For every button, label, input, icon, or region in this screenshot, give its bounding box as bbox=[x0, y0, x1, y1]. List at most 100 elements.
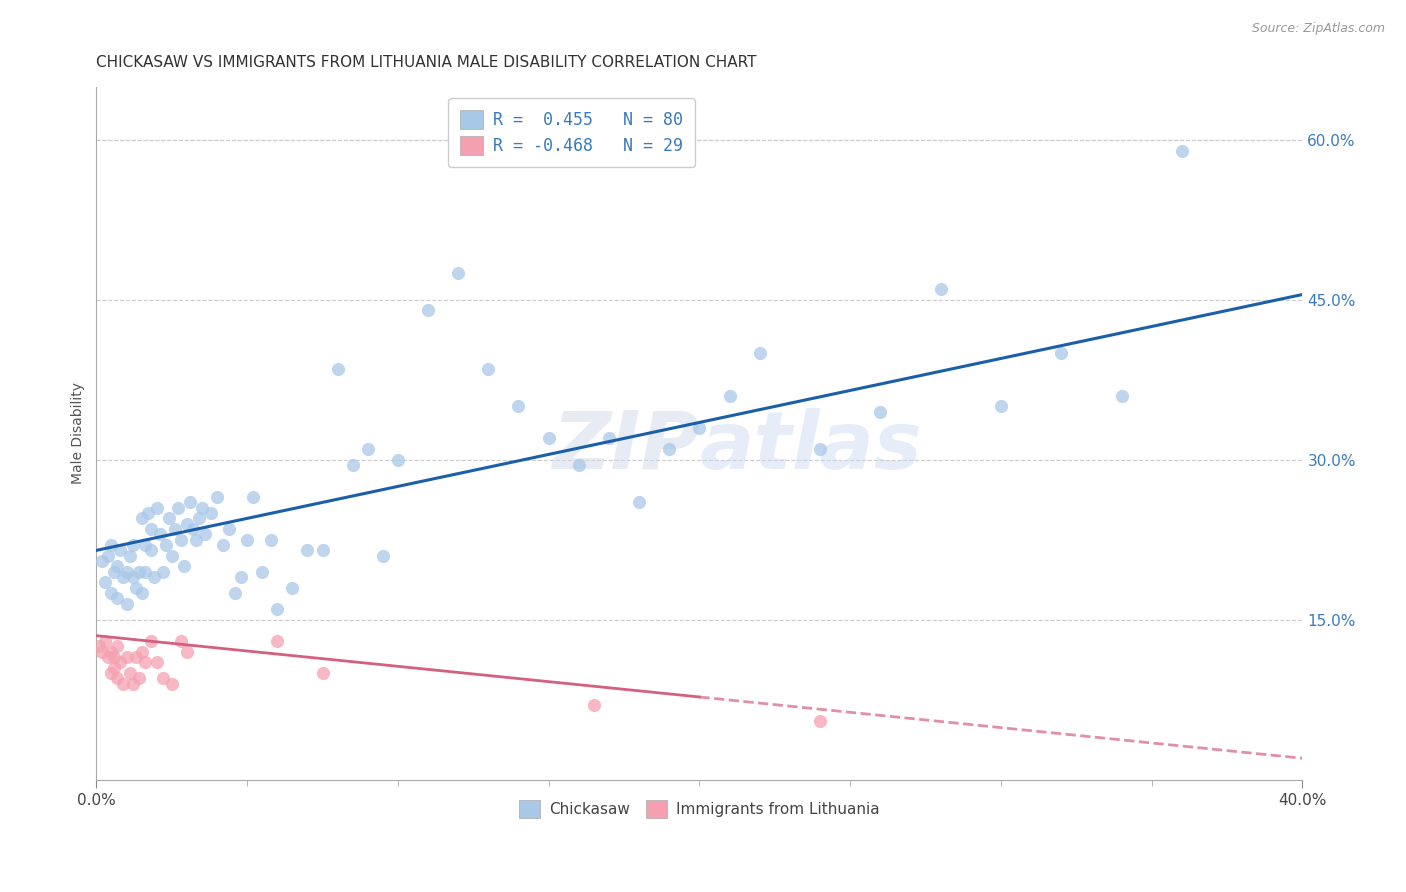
Point bbox=[688, 421, 710, 435]
Point bbox=[100, 645, 122, 659]
Point bbox=[112, 570, 135, 584]
Point bbox=[100, 665, 122, 680]
Point bbox=[110, 543, 132, 558]
Point bbox=[184, 533, 207, 547]
Point bbox=[477, 362, 499, 376]
Point bbox=[808, 714, 831, 728]
Point bbox=[91, 645, 114, 659]
Text: CHICKASAW VS IMMIGRANTS FROM LITHUANIA MALE DISABILITY CORRELATION CHART: CHICKASAW VS IMMIGRANTS FROM LITHUANIA M… bbox=[97, 55, 756, 70]
Point bbox=[179, 495, 201, 509]
Point bbox=[139, 634, 162, 648]
Point bbox=[326, 362, 349, 376]
Point bbox=[112, 676, 135, 690]
Point bbox=[218, 522, 240, 536]
Point bbox=[115, 597, 138, 611]
Point bbox=[229, 570, 252, 584]
Point bbox=[281, 581, 304, 595]
Point bbox=[1111, 389, 1133, 403]
Point bbox=[107, 671, 129, 685]
Point bbox=[115, 650, 138, 665]
Point bbox=[97, 650, 120, 665]
Point bbox=[718, 389, 741, 403]
Point bbox=[145, 656, 167, 670]
Point bbox=[110, 656, 132, 670]
Point bbox=[266, 602, 288, 616]
Point bbox=[200, 506, 222, 520]
Text: ZIP: ZIP bbox=[553, 408, 699, 486]
Point bbox=[163, 522, 186, 536]
Point bbox=[131, 645, 153, 659]
Point bbox=[94, 634, 117, 648]
Point bbox=[134, 565, 156, 579]
Text: Source: ZipAtlas.com: Source: ZipAtlas.com bbox=[1251, 22, 1385, 36]
Point bbox=[103, 565, 125, 579]
Point bbox=[107, 591, 129, 606]
Point bbox=[191, 500, 214, 515]
Point bbox=[242, 490, 264, 504]
Point bbox=[121, 676, 143, 690]
Point bbox=[94, 575, 117, 590]
Point bbox=[187, 511, 209, 525]
Point bbox=[131, 586, 153, 600]
Point bbox=[134, 656, 156, 670]
Point bbox=[124, 650, 146, 665]
Point bbox=[990, 400, 1012, 414]
Point bbox=[121, 570, 143, 584]
Point bbox=[160, 676, 183, 690]
Point bbox=[136, 506, 159, 520]
Point bbox=[236, 533, 259, 547]
Point bbox=[205, 490, 228, 504]
Point bbox=[869, 405, 891, 419]
Point bbox=[107, 640, 129, 654]
Point bbox=[194, 527, 217, 541]
Point bbox=[118, 665, 141, 680]
Point bbox=[260, 533, 283, 547]
Point bbox=[89, 640, 111, 654]
Point bbox=[212, 538, 235, 552]
Point bbox=[139, 543, 162, 558]
Point bbox=[100, 538, 122, 552]
Point bbox=[152, 565, 174, 579]
Point bbox=[121, 538, 143, 552]
Point bbox=[134, 538, 156, 552]
Point bbox=[128, 671, 150, 685]
Point bbox=[170, 634, 193, 648]
Point bbox=[416, 303, 439, 318]
Point bbox=[371, 549, 394, 563]
Point bbox=[160, 549, 183, 563]
Point bbox=[166, 500, 188, 515]
Point bbox=[311, 665, 333, 680]
Point bbox=[342, 458, 364, 472]
Point bbox=[97, 549, 120, 563]
Point bbox=[149, 527, 172, 541]
Point bbox=[224, 586, 246, 600]
Point bbox=[658, 442, 681, 456]
Legend: Chickasaw, Immigrants from Lithuania: Chickasaw, Immigrants from Lithuania bbox=[513, 794, 886, 824]
Point bbox=[508, 400, 530, 414]
Point bbox=[124, 581, 146, 595]
Point bbox=[748, 346, 770, 360]
Point bbox=[181, 522, 204, 536]
Point bbox=[91, 554, 114, 568]
Point bbox=[152, 671, 174, 685]
Point bbox=[537, 432, 560, 446]
Point bbox=[568, 458, 591, 472]
Point bbox=[100, 586, 122, 600]
Point bbox=[103, 650, 125, 665]
Point bbox=[387, 452, 409, 467]
Point bbox=[139, 522, 162, 536]
Point bbox=[173, 559, 195, 574]
Point bbox=[929, 282, 952, 296]
Point bbox=[808, 442, 831, 456]
Point bbox=[145, 500, 167, 515]
Text: atlas: atlas bbox=[699, 408, 922, 486]
Point bbox=[128, 565, 150, 579]
Point bbox=[598, 432, 620, 446]
Point bbox=[176, 645, 198, 659]
Point bbox=[155, 538, 177, 552]
Point bbox=[447, 266, 470, 280]
Point bbox=[103, 660, 125, 674]
Point bbox=[1050, 346, 1073, 360]
Point bbox=[311, 543, 333, 558]
Y-axis label: Male Disability: Male Disability bbox=[72, 382, 86, 484]
